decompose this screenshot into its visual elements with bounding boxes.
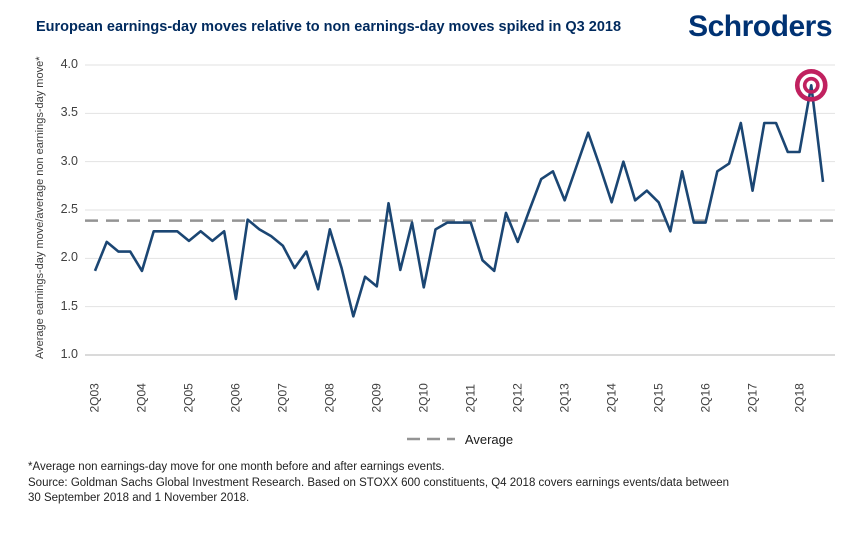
x-tick-label: 2Q10: [416, 383, 431, 413]
x-tick-label: 2Q11: [463, 384, 478, 413]
y-tick-label: 2.0: [60, 250, 78, 265]
x-tick-label: 2Q12: [510, 383, 525, 413]
footnote-line-1: *Average non earnings-day move for one m…: [28, 461, 445, 473]
x-tick-label: 2Q18: [792, 383, 807, 413]
x-tick-label: 2Q17: [745, 383, 760, 413]
y-tick-label: 3.5: [60, 105, 78, 120]
x-axis-tick-labels: 2Q03 2Q04 2Q05 2Q06 2Q07 2Q08 2Q09 2Q10 2Q11 2Q12…: [85, 357, 835, 417]
plot-area: [85, 64, 835, 356]
x-tick-label: 2Q09: [369, 383, 384, 413]
y-tick-label: 3.0: [60, 153, 78, 168]
legend-dashed-line-icon: [406, 437, 455, 441]
x-tick-label: 2Q15: [651, 383, 666, 413]
chart-header: European earnings-day moves relative to …: [0, 0, 858, 52]
x-tick-label: 2Q07: [275, 383, 290, 413]
x-tick-label: 2Q04: [134, 383, 149, 413]
legend: Average: [85, 428, 835, 450]
data-line: [93, 83, 825, 318]
legend-label-average: Average: [464, 431, 514, 447]
page-title: European earnings-day moves relative to …: [36, 19, 622, 35]
schroders-logo: Schroders: [688, 10, 832, 43]
x-tick-label: 2Q05: [181, 383, 196, 413]
line-chart: Average earnings-day move/average non ea…: [0, 57, 858, 418]
footnote-line-3: 30 September 2018 and 1 November 2018.: [28, 492, 250, 504]
y-tick-label: 2.5: [60, 202, 78, 216]
y-axis-tick-labels: 4.0 3.5 3.0 2.5 2.0 1.5 1.0: [0, 57, 78, 361]
y-tick-label: 4.0: [60, 57, 78, 71]
highlight-inner-ring-icon: [802, 76, 820, 94]
footnote-line-2: Source: Goldman Sachs Global Investment …: [28, 476, 730, 489]
x-tick-label: 2Q03: [87, 383, 102, 413]
x-tick-label: 2Q16: [698, 383, 713, 413]
y-tick-label: 1.5: [60, 298, 78, 313]
y-tick-label: 1.0: [60, 347, 78, 361]
x-tick-label: 2Q08: [322, 383, 337, 413]
x-tick-label: 2Q13: [557, 383, 572, 413]
x-tick-label: 2Q06: [228, 383, 243, 413]
footnotes: *Average non earnings-day move for one m…: [28, 460, 838, 507]
highlight-outer-ring-icon: [794, 68, 828, 102]
x-tick-label: 2Q14: [604, 383, 619, 413]
